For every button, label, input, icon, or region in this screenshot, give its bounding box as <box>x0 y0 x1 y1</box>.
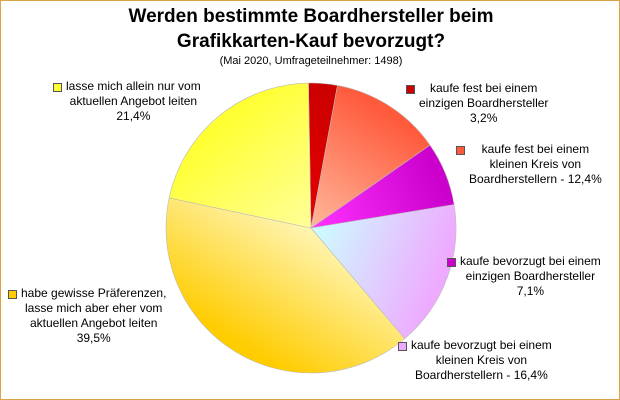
slice-label-7-1: kaufe bevorzugt bei einem einzigen Board… <box>447 254 601 299</box>
slice-label-text: kaufe fest bei einem einzigen Boardherst… <box>419 81 549 125</box>
pie-slice-5 <box>168 82 312 229</box>
slice-label-text: kaufe bevorzugt bei einem einzigen Board… <box>460 254 601 298</box>
slice-label-39-5: habe gewisse Präferenzen, lasse mich abe… <box>8 286 166 346</box>
slice-label-text: kaufe bevorzugt bei einem kleinen Kreis … <box>411 338 552 382</box>
slice-label-16-4: kaufe bevorzugt bei einem kleinen Kreis … <box>398 338 552 383</box>
legend-swatch <box>8 290 17 299</box>
pie-slice-1 <box>310 85 431 229</box>
pie-slice-3 <box>310 204 457 340</box>
legend-swatch <box>456 146 465 155</box>
legend-swatch <box>398 342 407 351</box>
slice-label-3-2: kaufe fest bei einem einzigen Boardherst… <box>406 81 548 126</box>
chart-title-line-2: Grafikkarten-Kauf bevorzugt? <box>176 31 446 52</box>
legend-swatch <box>406 85 415 94</box>
slice-label-text: lasse mich allein nur vom aktuellen Ange… <box>66 79 201 123</box>
chart-subtitle: (Mai 2020, Umfrageteilnehmer: 1498) <box>219 55 403 67</box>
slice-label-text: habe gewisse Präferenzen, lasse mich abe… <box>21 286 167 345</box>
legend-swatch <box>53 83 62 92</box>
slice-label-21-4: lasse mich allein nur vom aktuellen Ange… <box>53 79 201 124</box>
pie-slice-4 <box>165 197 406 374</box>
slice-label-text: kaufe fest bei einem kleinen Kreis von B… <box>469 142 602 186</box>
legend-swatch <box>447 258 456 267</box>
slice-label-12-4: kaufe fest bei einem kleinen Kreis von B… <box>456 142 602 187</box>
chart-title-line-1: Werden bestimmte Boardhersteller beim <box>128 6 494 27</box>
